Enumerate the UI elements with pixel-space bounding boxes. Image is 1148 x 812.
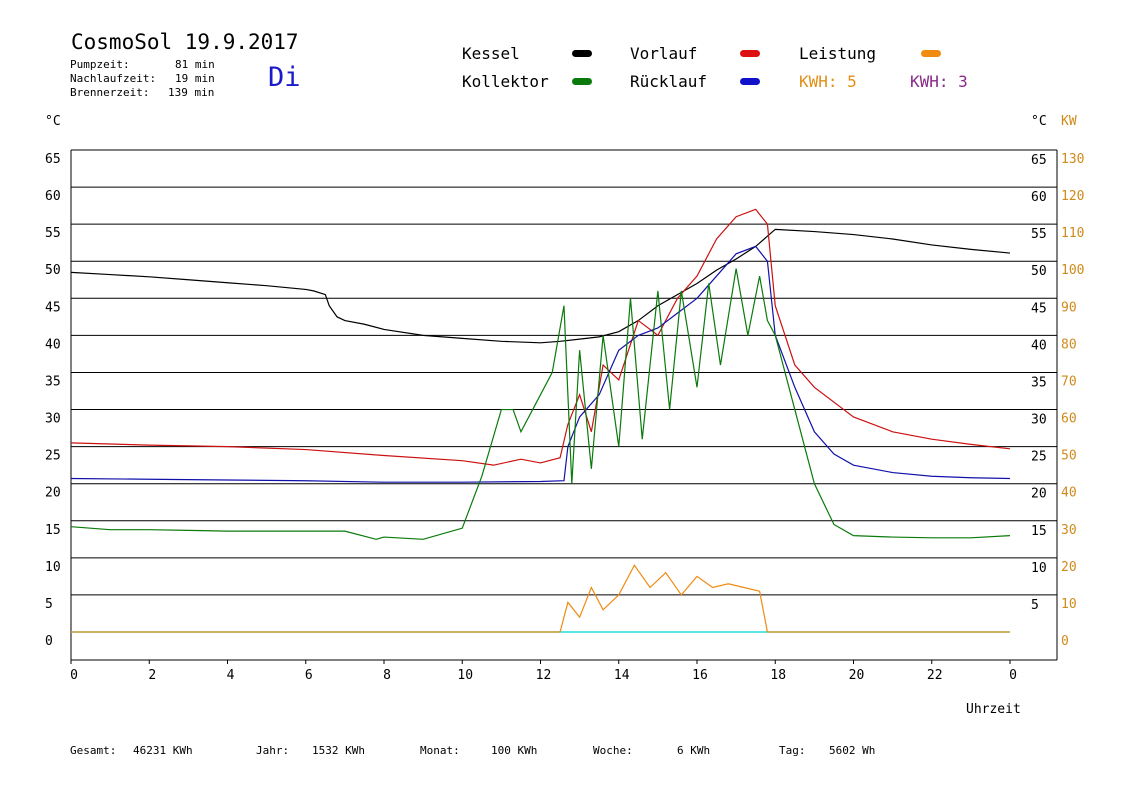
x-tick-label: 0 (1009, 668, 1017, 683)
y2-tick-label: 0 (1061, 634, 1069, 649)
legend-leistung-label: Leistung (799, 44, 877, 63)
x-tick-label: 2 (148, 668, 156, 683)
y-tick-label: 30 (45, 412, 61, 427)
series-line-kollektor (70, 268, 1011, 540)
y2-tick-label: 130 (1061, 152, 1084, 167)
y-tick-label: 45 (45, 300, 61, 315)
y-tick-label: 35 (45, 374, 61, 389)
y-tick-label: 60 (45, 189, 61, 204)
stat-label-nachlauf: Nachlaufzeit: (70, 72, 157, 85)
y2-tick-label: 70 (1061, 374, 1077, 389)
y-tick-label: 0 (45, 634, 53, 649)
footer-gesamt-label: Gesamt: (70, 744, 117, 757)
legend-vorlauf-label: Vorlauf (630, 44, 698, 63)
legend-vorlauf-swatch (740, 50, 760, 57)
footer-woche-label: Woche: (593, 744, 633, 757)
weekday-label: Di (268, 62, 301, 93)
x-tick-label: 14 (614, 668, 630, 683)
series-line-leistung (71, 564, 1010, 633)
x-tick-label: 6 (305, 668, 313, 683)
x-tick-label: 18 (770, 668, 786, 683)
y2-tick-label: 30 (1061, 523, 1077, 538)
legend-ruecklauf-swatch (740, 78, 760, 85)
legend-kessel-label: Kessel (462, 44, 520, 63)
y2-tick-label: 110 (1061, 226, 1084, 241)
y-right-tick-label: 30 (1031, 413, 1047, 428)
legend-kwh-leistung: KWH: 5 (799, 72, 857, 91)
y-tick-label: 40 (45, 337, 61, 352)
y2-tick-label: 80 (1061, 337, 1077, 352)
y-right-tick-label: 5 (1031, 598, 1039, 613)
legend-kollektor-swatch (572, 78, 592, 85)
y2-tick-label: 90 (1061, 300, 1077, 315)
y-tick-label: 20 (45, 486, 61, 501)
y-right-tick-label: 45 (1031, 301, 1047, 316)
legend-ruecklauf-label: Rücklauf (630, 72, 708, 91)
stat-value-brenner: 139 min (168, 86, 215, 99)
x-tick-label: 16 (692, 668, 708, 683)
y-tick-label: 65 (45, 152, 61, 167)
x-tick-label: 8 (383, 668, 391, 683)
footer-woche-value: 6 KWh (677, 744, 711, 757)
y-right-tick-label: 40 (1031, 338, 1047, 353)
y-tick-label: 25 (45, 449, 61, 464)
stat-label-pump: Pumpzeit: (70, 58, 130, 71)
right-axis-unit-kw: KW (1061, 114, 1077, 129)
y-right-tick-label: 50 (1031, 264, 1047, 279)
footer-jahr-value: 1532 KWh (312, 744, 365, 757)
y-right-tick-label: 15 (1031, 524, 1047, 539)
y-right-tick-label: 55 (1031, 227, 1047, 242)
y-tick-label: 50 (45, 263, 61, 278)
x-tick-label: 10 (457, 668, 473, 683)
legend-kollektor-label: Kollektor (462, 72, 549, 91)
x-tick-label: 4 (227, 668, 235, 683)
y2-tick-label: 10 (1061, 597, 1077, 612)
series-line-rcklauf (70, 245, 1011, 483)
legend-kessel-swatch (572, 50, 592, 57)
legend-kwh-second: KWH: 3 (910, 72, 968, 91)
y-right-tick-label: 35 (1031, 375, 1047, 390)
y-right-tick-label: 65 (1031, 153, 1047, 168)
right-axis-unit-c: °C (1031, 114, 1047, 129)
y-right-tick-label: 60 (1031, 190, 1047, 205)
left-axis-unit: °C (45, 114, 61, 129)
x-tick-label: 0 (70, 668, 78, 683)
y-tick-label: 10 (45, 560, 61, 575)
x-tick-label: 20 (849, 668, 865, 683)
x-axis-label: Uhrzeit (966, 702, 1021, 717)
footer-jahr-label: Jahr: (256, 744, 290, 757)
legend-leistung-swatch (921, 50, 941, 57)
stat-value-nachlauf: 19 min (175, 72, 215, 85)
series-line-kessel (70, 228, 1011, 344)
y-tick-label: 5 (45, 597, 53, 612)
footer-gesamt-value: 46231 KWh (133, 744, 193, 757)
x-tick-label: 12 (536, 668, 552, 683)
stat-value-pump: 81 min (175, 58, 215, 71)
y-right-tick-label: 20 (1031, 487, 1047, 502)
chart-title: CosmoSol 19.9.2017 (71, 30, 299, 54)
y2-tick-label: 100 (1061, 263, 1084, 278)
stat-label-brenner: Brennerzeit: (70, 86, 150, 99)
footer-tag-value: 5602 Wh (829, 744, 876, 757)
y-tick-label: 55 (45, 226, 61, 241)
footer-monat-value: 100 KWh (491, 744, 538, 757)
footer-monat-label: Monat: (420, 744, 460, 757)
y2-tick-label: 20 (1061, 560, 1077, 575)
y2-tick-label: 40 (1061, 486, 1077, 501)
y-tick-label: 15 (45, 523, 61, 538)
series-line-vorlauf (70, 208, 1011, 466)
y2-tick-label: 120 (1061, 189, 1084, 204)
footer-tag-label: Tag: (779, 744, 806, 757)
y2-tick-label: 60 (1061, 412, 1077, 427)
x-tick-label: 22 (927, 668, 943, 683)
y-right-tick-label: 25 (1031, 450, 1047, 465)
y2-tick-label: 50 (1061, 449, 1077, 464)
y-right-tick-label: 10 (1031, 561, 1047, 576)
